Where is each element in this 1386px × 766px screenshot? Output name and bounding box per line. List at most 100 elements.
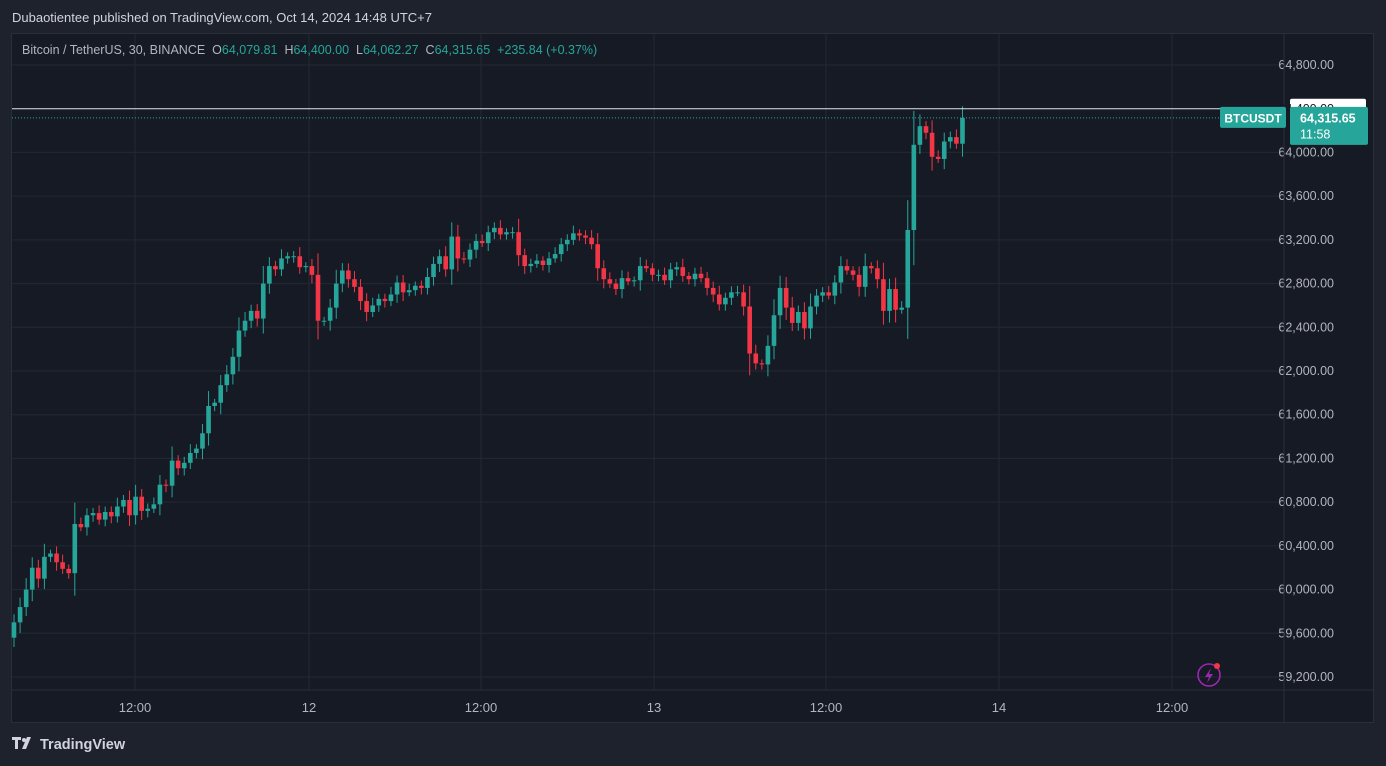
symbol-legend: Bitcoin / TetherUS, 30, BINANCE O64,079.…: [22, 43, 597, 57]
candle-body: [510, 232, 515, 234]
candle-body: [783, 287, 789, 308]
candle-body: [564, 239, 570, 245]
candle-body: [90, 513, 96, 516]
candle-body: [127, 499, 132, 516]
candle-body: [808, 306, 813, 329]
y-tick-label: 60,400.00: [1278, 539, 1334, 553]
publish-info: Dubaotientee published on TradingView.co…: [12, 10, 433, 25]
candle-body: [431, 263, 436, 278]
candle-body: [546, 258, 552, 265]
candle-body: [960, 117, 965, 144]
candle-body: [279, 258, 284, 270]
candle-body: [273, 266, 278, 270]
tradingview-logo[interactable]: TradingView: [12, 736, 125, 754]
x-tick-label: 12: [302, 700, 316, 715]
candle-body: [72, 524, 78, 574]
x-tick-label: 12:00: [810, 700, 843, 715]
candle-body: [692, 273, 698, 280]
candle-body: [17, 607, 23, 623]
candle-body: [108, 511, 114, 517]
candle-body: [844, 266, 850, 271]
candle-body: [419, 285, 424, 288]
countdown-label: 11:58: [1300, 127, 1330, 141]
candle-body: [534, 260, 540, 264]
candle-body: [686, 275, 692, 280]
candle-body: [856, 274, 862, 287]
candle-body: [577, 233, 582, 236]
candle-body: [42, 556, 47, 579]
candle-body: [716, 294, 722, 305]
candle-body: [625, 278, 631, 282]
candle-body: [443, 256, 448, 270]
candle-body: [522, 255, 528, 267]
candle-body: [607, 279, 613, 284]
candle-body: [358, 286, 363, 302]
chart-pane[interactable]: [11, 33, 1374, 723]
candle-body: [802, 311, 807, 329]
candle-body: [935, 156, 941, 159]
x-tick-label: 13: [647, 700, 661, 715]
close-value: 64,315.65: [434, 43, 491, 57]
candle-body: [917, 126, 923, 145]
candle-body: [84, 515, 90, 528]
close-label: C: [425, 43, 435, 57]
candle-body: [194, 448, 199, 453]
candle-body: [644, 266, 649, 269]
candle-body: [911, 144, 917, 231]
candle-body: [394, 282, 400, 295]
candle-body: [881, 279, 886, 311]
candle-body: [60, 562, 65, 569]
candle-body: [400, 282, 406, 293]
candle-body: [175, 460, 181, 469]
candle-body: [516, 232, 521, 256]
candle-body: [656, 274, 661, 276]
candle-body: [668, 269, 673, 281]
lightning-icon[interactable]: [1197, 663, 1221, 687]
candle-body: [820, 292, 825, 296]
candle-body: [941, 141, 947, 159]
open-label: O: [212, 43, 222, 57]
candle-body: [102, 511, 108, 520]
candle-body: [188, 452, 193, 463]
candle-body: [382, 298, 388, 302]
candle-body: [485, 232, 491, 244]
candle-body: [437, 256, 442, 264]
candle-body: [729, 292, 734, 298]
candle-body: [498, 227, 503, 235]
candle-body: [388, 294, 394, 302]
lightning-icon-dot: [1214, 663, 1220, 669]
candle-body: [157, 484, 163, 505]
symbol-tag-bg: [1220, 106, 1286, 128]
y-tick-label: 62,800.00: [1278, 277, 1334, 291]
candle-body: [832, 282, 838, 296]
candle-body: [181, 462, 187, 469]
candle-body: [303, 266, 309, 268]
candle-body: [48, 553, 53, 557]
candle-body: [327, 307, 333, 321]
candle-body: [723, 297, 728, 305]
candle-body: [613, 283, 619, 290]
candle-body: [212, 402, 217, 406]
candle-body: [540, 260, 546, 265]
candle-body: [163, 484, 169, 486]
candle-body: [601, 268, 607, 280]
y-tick-label: 64,800.00: [1278, 58, 1334, 72]
candle-body: [36, 567, 41, 579]
candle-body: [704, 278, 710, 288]
symbol-title[interactable]: Bitcoin / TetherUS, 30, BINANCE: [22, 43, 206, 57]
change-value: +235.84 (+0.37%): [497, 43, 598, 57]
candle-body: [321, 320, 327, 322]
candle-body: [309, 266, 315, 275]
candle-body: [637, 266, 643, 281]
candle-body: [145, 508, 151, 511]
candle-body: [260, 283, 266, 319]
candle-body: [412, 285, 418, 291]
candle-body: [425, 277, 430, 288]
candle-body: [467, 249, 473, 260]
candle-body: [662, 274, 667, 281]
lightning-icon-bolt: [1205, 668, 1213, 683]
y-tick-label: 64,000.00: [1278, 145, 1334, 159]
low-value: 64,062.27: [362, 43, 419, 57]
candle-body: [236, 330, 242, 357]
